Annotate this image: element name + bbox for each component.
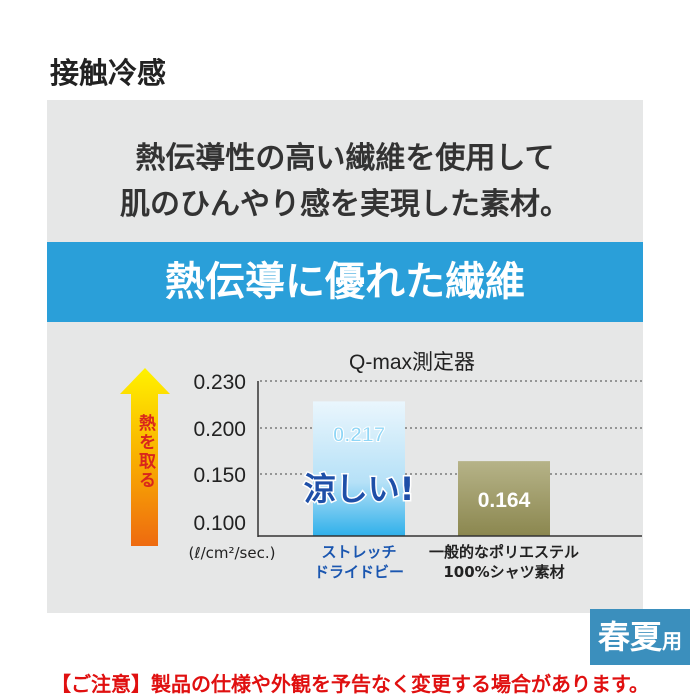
bar-0 [313,401,405,536]
y-tick-label: 0.230 [193,371,246,394]
badge-prefix: 春夏 [597,618,662,656]
lead-line-1: 熱伝導性の高い繊維を使用して [135,141,555,176]
y-unit-label: (ℓ/cm²/sec.) [189,544,276,562]
info-panel: 熱伝導性の高い繊維を使用して 肌のひんやり感を実現した素材。 熱伝導に優れた繊維 [47,100,643,613]
category-label: ストレッチ [321,543,396,561]
bar-1 [458,461,550,536]
y-tick-label: 0.200 [193,418,246,441]
category-label: 一般的なポリエステル [429,543,579,561]
category-label: 100%シャツ素材 [443,563,564,581]
callout-text: 涼しい! [304,470,415,508]
notice-text: 【ご注意】製品の仕様や外観を予告なく変更する場合があります。 [51,672,649,696]
arrow-label: 熱を取る [135,414,155,490]
badge-suffix: 用 [662,629,682,653]
y-tick-label: 0.100 [193,512,246,535]
page-title: 接触冷感 [50,56,167,90]
y-tick-label: 0.150 [193,464,246,487]
lead-text: 熱伝導性の高い繊維を使用して 肌のひんやり感を実現した素材。 [47,136,643,228]
heat-arrow-icon [120,368,170,546]
feature-banner: 熱伝導に優れた繊維 [47,242,643,322]
season-badge: 春夏用 [590,609,690,665]
chart-title: Q-max測定器 [349,351,475,374]
bar-value-label: 0.217 [333,423,386,446]
bar-value-label: 0.164 [478,489,531,512]
lead-line-2: 肌のひんやり感を実現した素材。 [120,187,570,222]
category-label: ドライドビー [314,563,404,581]
